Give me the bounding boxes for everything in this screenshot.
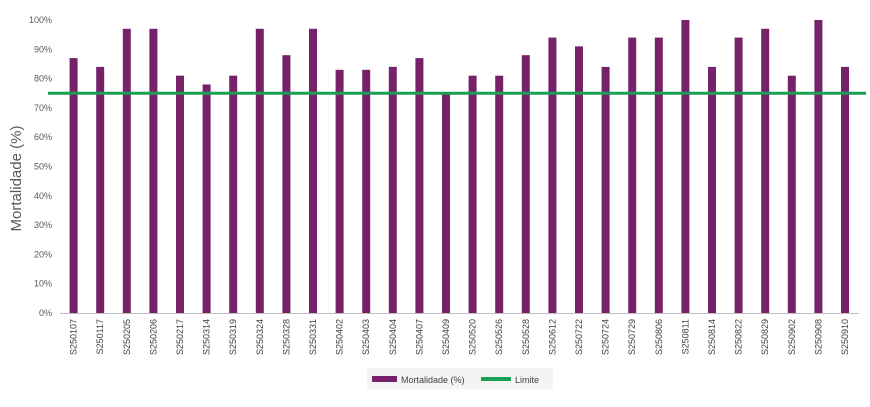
legend-background xyxy=(367,368,553,389)
x-tick-label: S250205 xyxy=(122,319,132,355)
x-tick-label: S250822 xyxy=(734,319,744,355)
bar xyxy=(362,69,371,313)
bar xyxy=(388,66,397,313)
legend: Mortalidade (%) Limite xyxy=(367,368,553,389)
bar xyxy=(202,84,211,314)
y-tick-label: 60% xyxy=(34,132,52,142)
x-tick-label: S250402 xyxy=(335,319,345,355)
x-tick-label: S250331 xyxy=(308,319,318,355)
bar xyxy=(548,37,557,313)
x-tick-label: S250407 xyxy=(414,319,424,355)
x-tick-label: S250409 xyxy=(441,319,451,355)
y-tick-label: 0% xyxy=(39,308,52,318)
bar xyxy=(282,55,291,313)
bar xyxy=(69,58,78,314)
y-tick-label: 20% xyxy=(34,249,52,259)
y-tick-label: 70% xyxy=(34,103,52,113)
bar xyxy=(575,46,583,314)
legend-label-mortalidade: Mortalidade (%) xyxy=(401,375,465,385)
legend-swatch-limite xyxy=(481,377,511,381)
legend-swatch-mortalidade xyxy=(372,376,397,382)
bar xyxy=(841,66,849,313)
x-tick-label: S250117 xyxy=(95,319,105,354)
x-tick-label: S250729 xyxy=(627,319,637,355)
x-tick-label: S250811 xyxy=(680,319,690,354)
y-tick-label: 50% xyxy=(34,162,52,172)
bar xyxy=(335,69,344,313)
bar xyxy=(495,75,504,313)
x-tick-label: S250324 xyxy=(255,319,265,355)
bar xyxy=(814,20,823,313)
bar xyxy=(601,66,610,313)
bar xyxy=(442,93,450,313)
x-tick-label: S250814 xyxy=(707,319,717,355)
x-tick-label: S250314 xyxy=(202,319,212,355)
x-tick-label: S250806 xyxy=(654,319,664,355)
x-tick-label: S250403 xyxy=(361,319,371,355)
bar xyxy=(708,66,716,313)
y-tick-label: 100% xyxy=(29,15,52,25)
x-tick-label: S250724 xyxy=(601,319,611,355)
x-tick-label: S250612 xyxy=(547,319,557,355)
y-tick-label: 10% xyxy=(34,279,52,289)
y-tick-label: 90% xyxy=(34,44,52,54)
x-tick-label: S250908 xyxy=(813,319,823,355)
x-tick-label: S250528 xyxy=(521,319,531,355)
bars-group xyxy=(69,20,849,314)
bar xyxy=(415,58,424,314)
bar xyxy=(149,28,158,313)
x-tick-label: S250206 xyxy=(148,319,158,355)
legend-label-limite: Limite xyxy=(515,375,539,385)
bar xyxy=(787,75,796,313)
bar xyxy=(521,55,530,313)
y-axis-ticks: 0% 10% 20% 30% 40% 50% 60% 70% 80% 90% 100% xyxy=(29,15,52,318)
y-axis-title: Mortalidade (%) xyxy=(8,126,25,232)
bar xyxy=(654,37,663,313)
y-tick-label: 30% xyxy=(34,220,52,230)
x-tick-label: S250404 xyxy=(388,319,398,355)
x-tick-label: S250217 xyxy=(175,319,185,355)
bar xyxy=(734,37,743,313)
x-tick-label: S250722 xyxy=(574,319,584,355)
bar xyxy=(309,28,317,313)
bar xyxy=(761,28,770,313)
x-tick-label: S250328 xyxy=(281,319,291,355)
bar xyxy=(255,28,264,313)
x-tick-label: S250902 xyxy=(787,319,797,355)
x-axis-labels: S250107 S250117 S250205 S250206 S250217 S2503… xyxy=(69,319,850,355)
y-tick-label: 40% xyxy=(34,191,52,201)
bar xyxy=(229,75,238,313)
x-tick-label: S250520 xyxy=(468,319,478,355)
x-tick-label: S250526 xyxy=(494,319,504,355)
bar xyxy=(122,28,131,313)
bar xyxy=(628,37,637,313)
bar xyxy=(681,20,690,313)
bar xyxy=(468,75,477,313)
bar xyxy=(96,66,105,313)
x-tick-label: S250910 xyxy=(840,319,850,355)
x-tick-label: S250107 xyxy=(69,319,79,355)
x-tick-label: S250829 xyxy=(760,319,770,355)
bar xyxy=(176,75,184,313)
y-tick-label: 80% xyxy=(34,74,52,84)
x-tick-label: S250319 xyxy=(228,319,238,355)
